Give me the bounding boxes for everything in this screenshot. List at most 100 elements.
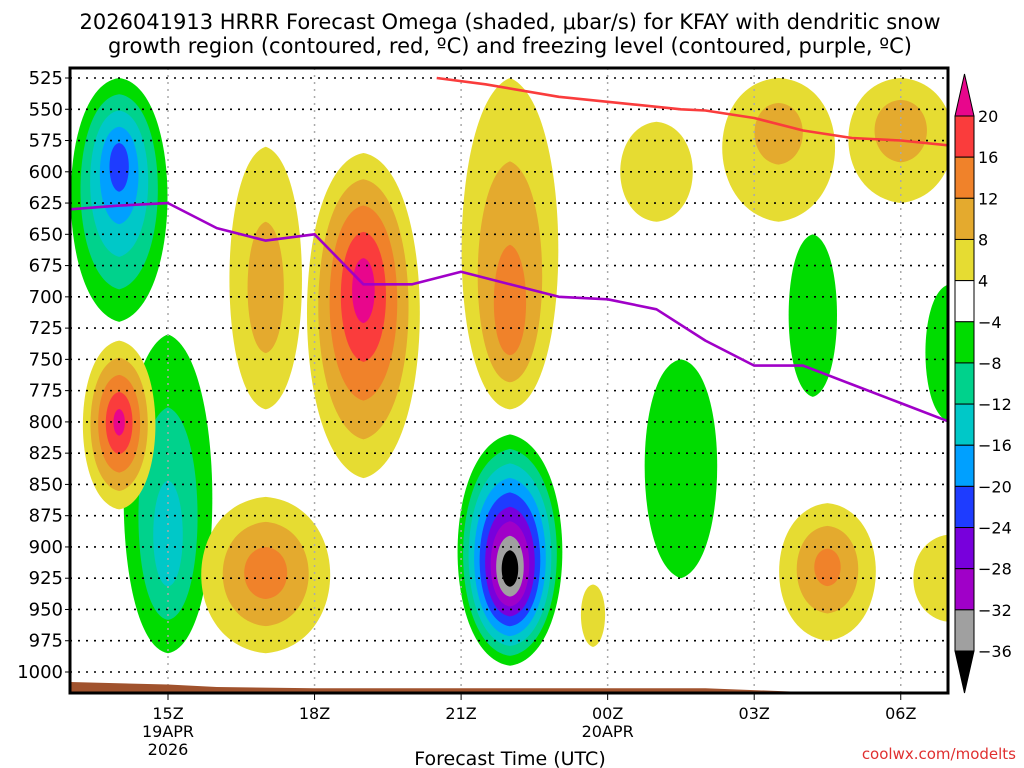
omega-feature-downward-motion-800 bbox=[82, 340, 156, 510]
colorbar-segment bbox=[954, 527, 975, 570]
plot-frame bbox=[68, 66, 950, 695]
y-tick-label: 825 bbox=[29, 443, 63, 464]
omega-contour--4 bbox=[925, 285, 948, 422]
y-tick-label: 575 bbox=[29, 131, 63, 152]
colorbar-label: −16 bbox=[978, 436, 1012, 455]
omega-feature-downward-motion-700-a bbox=[229, 146, 302, 410]
omega-feature-downward-motion-925 bbox=[201, 496, 331, 654]
colorbar-segment bbox=[954, 197, 975, 240]
x-tick-label: 03Z bbox=[739, 704, 770, 723]
x-tick-label: 18Z bbox=[299, 704, 330, 723]
y-tick-label: 725 bbox=[29, 318, 63, 339]
terrain-layer bbox=[70, 682, 948, 693]
y-tick-label: 600 bbox=[29, 162, 63, 183]
credit-text[interactable]: coolwx.com/modelts bbox=[862, 745, 1016, 763]
y-tick-label: 700 bbox=[29, 287, 63, 308]
colorbar-label: −12 bbox=[978, 395, 1012, 414]
y-tick-label: 900 bbox=[29, 537, 63, 558]
omega-contour--12 bbox=[153, 480, 183, 587]
colorbar-label: −24 bbox=[978, 519, 1012, 538]
chart-title-line-1: 2026041913 HRRR Forecast Omega (shaded, … bbox=[79, 10, 940, 34]
omega-feature-downward-motion-700-b bbox=[306, 153, 420, 479]
omega-contour--4 bbox=[644, 359, 718, 579]
y-tick-label: 1000 bbox=[17, 662, 63, 683]
y-tick-label: 525 bbox=[29, 68, 63, 89]
y-tick-label: 625 bbox=[29, 193, 63, 214]
y-tick-label: 750 bbox=[29, 349, 63, 370]
colorbar-segment bbox=[954, 403, 975, 446]
colorbar: 20 16 12 8 4 −4 −8 −12 −16 −20 −24 −28 −32 −36 bbox=[954, 73, 1012, 694]
omega-feature-downward-motion-930-small bbox=[580, 584, 606, 647]
colorbar-segment bbox=[954, 321, 975, 364]
x-axis-title: Forecast Time (UTC) bbox=[414, 748, 605, 768]
y-tick-label: 800 bbox=[29, 412, 63, 433]
chart-title-line-2: growth region (contoured, red, ºC) and f… bbox=[108, 34, 912, 58]
y-tick-label: 875 bbox=[29, 506, 63, 527]
omega-feature-downward-motion-920-late bbox=[779, 503, 876, 641]
y-tick-label: 950 bbox=[29, 599, 63, 620]
freezing-level-line bbox=[70, 201, 948, 423]
omega-feature-upward-motion-780-diag bbox=[644, 359, 718, 579]
colorbar-top-arrow bbox=[954, 73, 975, 117]
colorbar-label: 16 bbox=[978, 148, 998, 167]
omega-feature-downward-motion-925-edge bbox=[913, 534, 948, 622]
omega-feature-downward-motion-720 bbox=[461, 78, 559, 410]
colorbar-segment bbox=[954, 485, 975, 529]
colorbar-label: 4 bbox=[978, 272, 988, 291]
y-tick-label: 925 bbox=[29, 568, 63, 589]
dendritic-growth-line bbox=[436, 76, 948, 147]
omega-contour-8 bbox=[754, 103, 803, 165]
plot-area bbox=[70, 68, 948, 693]
colorbar-segment bbox=[954, 609, 975, 652]
omega-contour-12 bbox=[244, 546, 288, 600]
colorbar-label: 8 bbox=[978, 230, 988, 249]
terrain-surface bbox=[70, 682, 948, 693]
colorbar-segment bbox=[954, 568, 975, 611]
y-tick-label: 775 bbox=[29, 381, 63, 402]
y-tick-label: 550 bbox=[29, 99, 63, 120]
colorbar-label: −20 bbox=[978, 477, 1012, 496]
colorbar-label: 20 bbox=[978, 107, 998, 126]
y-tick-label: 850 bbox=[29, 474, 63, 495]
colorbar-label: −8 bbox=[978, 354, 1002, 373]
omega-contour-8 bbox=[247, 221, 284, 354]
omega-contour-20 bbox=[352, 258, 375, 324]
omega-contour-4 bbox=[580, 584, 606, 647]
omega-contour-4 bbox=[620, 121, 693, 222]
colorbar-label: −36 bbox=[978, 642, 1012, 661]
x-tick-label: 21Z bbox=[445, 704, 476, 723]
omega-feature-upward-motion-750-edge bbox=[925, 285, 948, 422]
omega-contour--4 bbox=[788, 234, 838, 397]
y-tick-label: 675 bbox=[29, 256, 63, 277]
x-tick-date-label: 20APR bbox=[582, 722, 634, 741]
x-tick-label: 15Z bbox=[152, 704, 183, 723]
colorbar-label: −4 bbox=[978, 313, 1002, 332]
x-tick-date-label: 19APR bbox=[142, 722, 194, 741]
y-tick-label: 650 bbox=[29, 224, 63, 245]
colorbar-segment bbox=[954, 362, 975, 405]
omega-feature-upward-motion-700-late bbox=[788, 234, 838, 397]
colorbar-segment bbox=[954, 238, 975, 282]
colorbar-segment bbox=[954, 156, 975, 199]
omega-contour-12 bbox=[814, 548, 841, 587]
colorbar-segment bbox=[954, 115, 975, 158]
omega-contour--36 bbox=[501, 550, 519, 587]
x-tick-date-label: 2026 bbox=[148, 740, 189, 759]
y-axis: 525 550 575 600 625 650 675 700 725 750 775 800 825 8… bbox=[17, 68, 70, 683]
omega-contour--20 bbox=[109, 143, 129, 192]
x-tick-label: 06Z bbox=[885, 704, 916, 723]
omega-feature-downward-motion-580 bbox=[620, 121, 693, 222]
omega-contour-4 bbox=[913, 534, 948, 622]
contour-lines bbox=[70, 76, 948, 423]
colorbar-segment bbox=[954, 280, 975, 323]
colorbar-bottom-arrow bbox=[954, 650, 975, 694]
omega-feature-upward-motion-core-early bbox=[70, 78, 168, 322]
colorbar-label: −28 bbox=[978, 560, 1012, 579]
colorbar-label: 12 bbox=[978, 189, 998, 208]
colorbar-label: −32 bbox=[978, 601, 1012, 620]
omega-feature-downward-motion-545-a bbox=[722, 78, 836, 222]
y-tick-label: 975 bbox=[29, 631, 63, 652]
x-tick-label: 00Z bbox=[592, 704, 623, 723]
